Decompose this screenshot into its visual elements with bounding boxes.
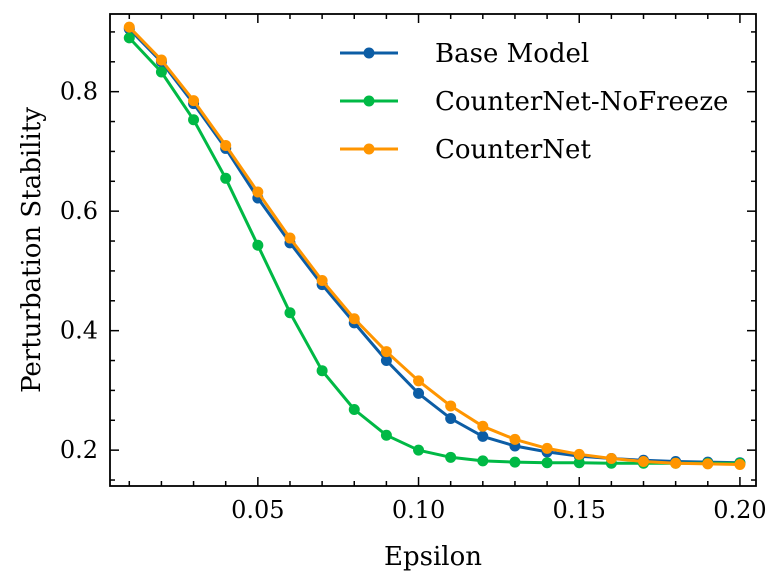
data-point <box>477 430 489 442</box>
legend-marker <box>363 47 375 59</box>
data-point <box>445 400 457 412</box>
y-axis-label: Perturbation Stability <box>17 107 47 393</box>
series-2 <box>123 21 746 470</box>
plot-area <box>110 14 756 486</box>
legend-marker <box>363 143 375 155</box>
legend: Base Model CounterNet-NoFreeze CounterNet <box>340 39 728 165</box>
series-layer <box>123 21 746 470</box>
data-point <box>188 114 200 126</box>
data-point <box>638 456 650 468</box>
data-point <box>348 313 360 325</box>
legend-entry-0: Base Model <box>340 39 589 69</box>
axes-frame <box>109 13 757 487</box>
data-point <box>734 458 746 470</box>
data-point <box>605 453 617 465</box>
data-point <box>380 346 392 358</box>
axes: 0.05 0.10 0.15 0.20 0.2 0.4 0.6 0.8 <box>60 13 767 524</box>
data-point <box>380 429 392 441</box>
data-point <box>413 444 425 456</box>
data-point <box>284 307 296 319</box>
x-tick-label: 0.10 <box>392 496 445 524</box>
legend-marker <box>363 95 375 107</box>
legend-label: Base Model <box>435 39 589 69</box>
x-axis-label: Epsilon <box>384 542 482 572</box>
data-point <box>477 420 489 432</box>
data-point <box>541 442 553 454</box>
legend-entry-2: CounterNet <box>340 135 591 165</box>
x-tick-label: 0.20 <box>713 496 766 524</box>
plot-background <box>110 14 756 486</box>
data-point <box>316 274 328 286</box>
data-point <box>509 456 521 468</box>
data-point <box>155 66 167 78</box>
data-point <box>316 365 328 377</box>
y-tick-label: 0.6 <box>60 197 98 225</box>
data-point <box>123 21 135 33</box>
data-point <box>220 139 232 151</box>
x-tick-label: 0.15 <box>553 496 606 524</box>
data-point <box>573 457 585 469</box>
x-tick-label: 0.05 <box>231 496 284 524</box>
data-point <box>188 95 200 107</box>
data-point <box>348 404 360 416</box>
data-point <box>702 458 714 470</box>
data-point <box>541 457 553 469</box>
legend-label: CounterNet-NoFreeze <box>435 87 728 117</box>
data-point <box>123 32 135 44</box>
data-point <box>284 232 296 244</box>
data-point <box>509 433 521 445</box>
data-point <box>380 355 392 367</box>
legend-entry-1: CounterNet-NoFreeze <box>340 87 728 117</box>
data-point <box>155 54 167 66</box>
data-point <box>445 412 457 424</box>
data-point <box>220 172 232 184</box>
data-point <box>477 455 489 467</box>
data-point <box>252 186 264 198</box>
data-point <box>413 387 425 399</box>
y-tick-label: 0.4 <box>60 317 98 345</box>
y-tick-label: 0.2 <box>60 436 98 464</box>
data-point <box>252 239 264 251</box>
data-point <box>573 448 585 460</box>
y-tick-label: 0.8 <box>60 78 98 106</box>
data-point <box>670 457 682 469</box>
data-point <box>445 451 457 463</box>
data-point <box>413 375 425 387</box>
legend-label: CounterNet <box>435 135 591 165</box>
series-1 <box>123 32 746 469</box>
